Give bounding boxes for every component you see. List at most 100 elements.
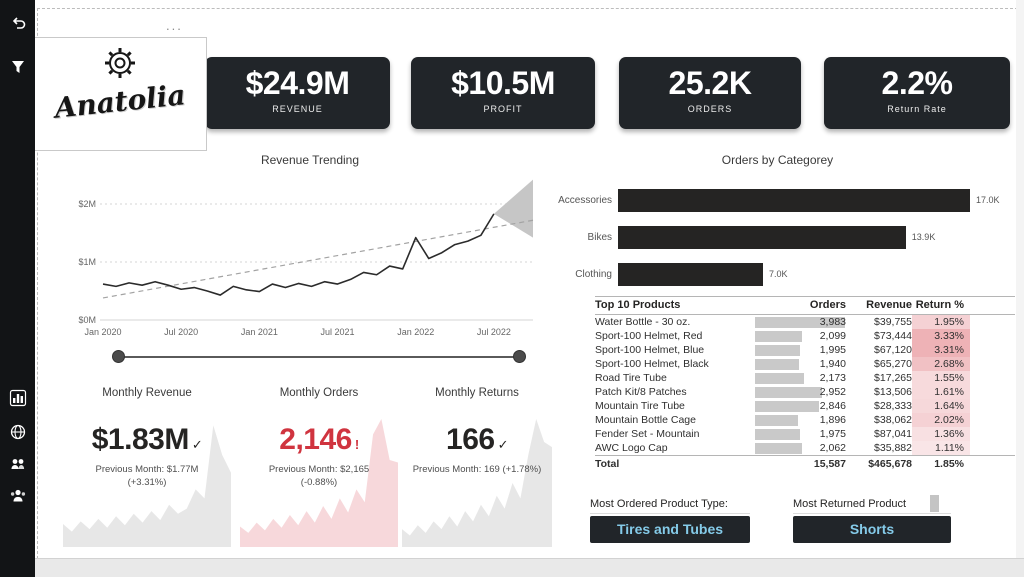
table-row[interactable]: Patch Kit/8 Patches 2,952 $13,506 1.61%	[595, 385, 1015, 399]
date-range-slider[interactable]	[112, 349, 526, 365]
orders-cell: 2,846	[753, 399, 850, 413]
product-name: Fender Set - Mountain	[595, 428, 700, 440]
revenue-cell: $465,678	[868, 458, 912, 470]
orders-databar	[755, 344, 800, 356]
more-options-button[interactable]: ...	[166, 18, 183, 33]
scrollbar-thumb[interactable]	[930, 495, 939, 512]
page-bottom-bar	[35, 558, 1024, 577]
product-name: Road Tire Tube	[595, 372, 667, 384]
slider-handle-start[interactable]	[112, 350, 125, 363]
return-cell: 1.36%	[912, 427, 970, 441]
check-icon: ✓	[497, 437, 509, 452]
revenue-cell: $65,270	[874, 358, 912, 370]
web-button[interactable]	[0, 417, 35, 447]
category-value: 13.9K	[911, 232, 936, 242]
card-value: $1.83M ✓	[91, 423, 203, 456]
delta: (-0.88%)	[300, 477, 338, 488]
category-bar-row[interactable]: Bikes 13.9K	[540, 225, 1012, 250]
people-icon	[10, 489, 25, 502]
table-total-row[interactable]: Total 15,587 $465,678 1.85%	[595, 455, 1015, 472]
product-name: Mountain Tire Tube	[595, 400, 685, 412]
category-bar[interactable]	[618, 189, 970, 212]
orders-cell: 3,983	[753, 315, 850, 329]
category-label: Clothing	[575, 269, 612, 280]
monthly-orders-card[interactable]: Monthly Orders 2,146! Previous Month: $2…	[240, 383, 398, 551]
revenue-cell: $28,333	[874, 400, 912, 412]
svg-text:$1M: $1M	[78, 257, 96, 267]
kpi-card-orders[interactable]: 25.2K ORDERS	[619, 57, 801, 129]
table-row[interactable]: Sport-100 Helmet, Red 2,099 $73,444 3.33%	[595, 329, 1015, 343]
most-ordered-value-button[interactable]: Tires and Tubes	[590, 516, 750, 543]
table-header: Top 10 Products Orders Revenue Return %	[595, 296, 1015, 315]
table-row[interactable]: Fender Set - Mountain 1,975 $87,041 1.36%	[595, 427, 1015, 441]
kpi-value: $24.9M	[245, 65, 350, 101]
return-cell: 1.55%	[912, 371, 970, 385]
kpi-value: $10.5M	[451, 65, 555, 101]
anatolia-logo[interactable]: Anatolia	[33, 37, 207, 151]
monthly-returns-card[interactable]: Monthly Returns 166 ✓ Previous Month: 169…	[402, 383, 552, 551]
kpi-label: REVENUE	[272, 104, 323, 114]
table-row[interactable]: AWC Logo Cap 2,062 $35,882 1.11%	[595, 441, 1015, 455]
card-title: Monthly Returns	[435, 387, 519, 399]
kpi-label: PROFIT	[483, 104, 523, 114]
kpi-card-return-rate[interactable]: 2.2% Return Rate	[824, 57, 1010, 129]
return-cell: 3.33%	[912, 329, 970, 343]
orders-databar	[755, 428, 800, 440]
kpi-card-profit[interactable]: $10.5M PROFIT	[411, 57, 595, 129]
revenue-cell: $38,062	[874, 414, 912, 426]
filter-button[interactable]	[0, 52, 35, 82]
revenue-cell: $73,444	[874, 330, 912, 342]
svg-text:Jul 2022: Jul 2022	[477, 327, 511, 337]
slider-handle-end[interactable]	[513, 350, 526, 363]
most-returned-value-button[interactable]: Shorts	[793, 516, 951, 543]
category-value: 7.0K	[768, 269, 788, 279]
category-bar[interactable]	[618, 263, 763, 286]
orders-cell: 1,896	[753, 413, 850, 427]
product-name: Sport-100 Helmet, Black	[595, 358, 709, 370]
category-bar[interactable]	[618, 226, 906, 249]
orders-databar	[755, 386, 822, 398]
monthly-revenue-card[interactable]: Monthly Revenue $1.83M ✓ Previous Month: …	[63, 383, 231, 551]
insights-button[interactable]	[0, 383, 35, 413]
orders-cell: 15,587	[813, 458, 846, 470]
orders-by-category-chart[interactable]: Accessories 17.0K Bikes 13.9K Clothing 7.0K	[540, 188, 1012, 298]
orders-cell: 1,995	[753, 343, 850, 357]
previous-month: Previous Month: $1.77M	[95, 464, 199, 475]
product-name: AWC Logo Cap	[595, 442, 668, 454]
table-row[interactable]: Mountain Tire Tube 2,846 $28,333 1.64%	[595, 399, 1015, 413]
card-value: 2,146!	[279, 423, 359, 456]
category-label: Accessories	[558, 195, 612, 206]
kpi-value: 25.2K	[668, 65, 752, 101]
table-row[interactable]: Mountain Bottle Cage 1,896 $38,062 2.02%	[595, 413, 1015, 427]
kpi-card-revenue[interactable]: $24.9M REVENUE	[205, 57, 390, 129]
table-row[interactable]: Sport-100 Helmet, Black 1,940 $65,270 2.68%	[595, 357, 1015, 371]
people-button[interactable]	[0, 481, 35, 511]
table-row[interactable]: Sport-100 Helmet, Blue 1,995 $67,120 3.31%	[595, 343, 1015, 357]
table-row[interactable]: Road Tire Tube 2,173 $17,265 1.55%	[595, 371, 1015, 385]
return-cell: 2.68%	[912, 357, 970, 371]
gear-icon	[105, 48, 135, 78]
category-bar-row[interactable]: Clothing 7.0K	[540, 262, 1012, 287]
top-products-table[interactable]: Top 10 Products Orders Revenue Return % …	[595, 296, 1015, 472]
col-return[interactable]: Return %	[915, 299, 964, 311]
col-revenue[interactable]: Revenue	[866, 299, 912, 311]
return-cell: 1.85%	[934, 458, 964, 470]
product-name: Sport-100 Helmet, Red	[595, 330, 703, 342]
delta: (+3.31%)	[127, 477, 167, 488]
svg-text:Jul 2020: Jul 2020	[164, 327, 198, 337]
product-name: Mountain Bottle Cage	[595, 414, 696, 426]
revenue-cell: $17,265	[874, 372, 912, 384]
category-bar-row[interactable]: Accessories 17.0K	[540, 188, 1012, 213]
col-orders[interactable]: Orders	[809, 299, 846, 311]
svg-text:Jan 2021: Jan 2021	[241, 327, 278, 337]
kpi-value: 2.2%	[881, 65, 953, 101]
table-row[interactable]: Water Bottle - 30 oz. 3,983 $39,755 1.95%	[595, 315, 1015, 329]
previous-month: Previous Month: $2,165	[268, 464, 370, 475]
audience-button[interactable]	[0, 449, 35, 479]
kpi-label: Return Rate	[887, 104, 947, 114]
orders-by-category-title: Orders by Categorey	[721, 153, 834, 167]
revenue-trending-chart[interactable]: $0M $1M $2M Jan 2020 Jul 2020 Jan 2021 Jul 202…	[58, 168, 540, 344]
undo-button[interactable]	[0, 8, 35, 38]
left-toolbar	[0, 0, 35, 577]
